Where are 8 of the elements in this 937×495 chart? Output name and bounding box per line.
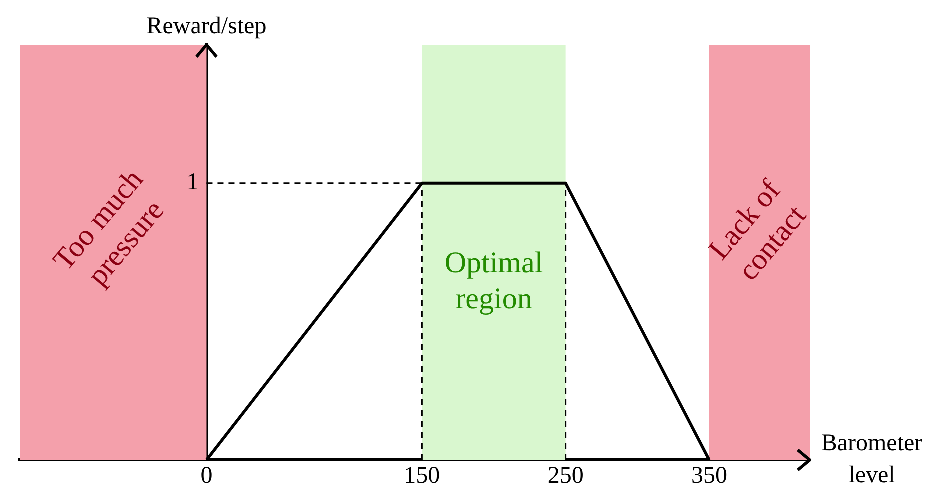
x-tick-label: 250 (548, 462, 584, 489)
x-tick-label: 150 (404, 462, 440, 489)
x-tick-label: 0 (200, 462, 213, 489)
band-label: Optimal region (444, 246, 544, 316)
ref-line-label: 1 (186, 170, 199, 196)
x-axis-title: Barometer level (821, 430, 923, 488)
x-tick-label: 350 (691, 462, 728, 489)
text: Reward/step (146, 13, 267, 40)
